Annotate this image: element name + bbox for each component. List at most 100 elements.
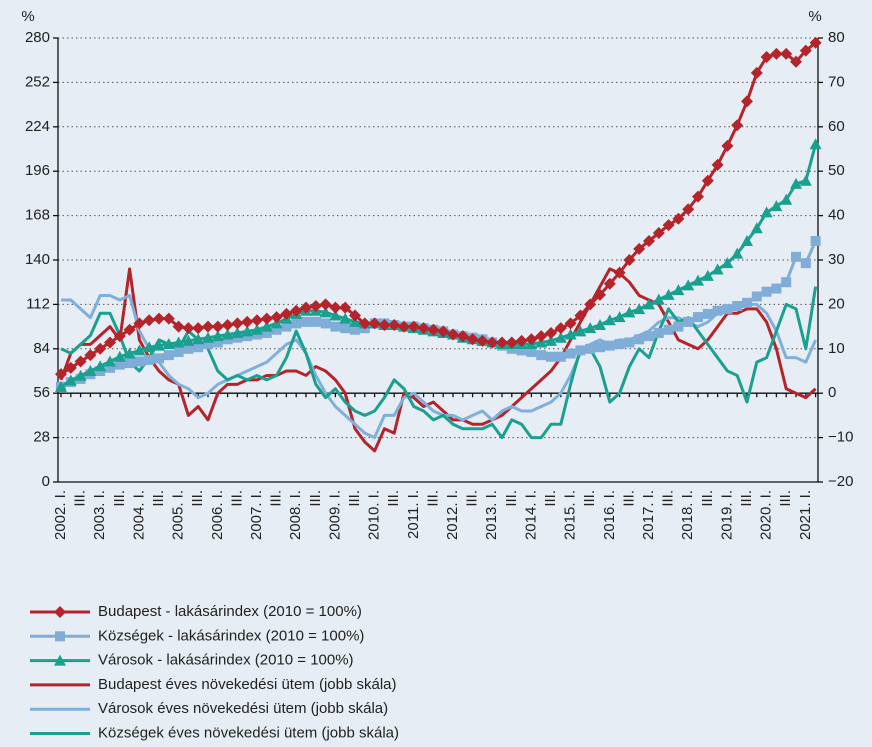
y-tick-label: 112 [26, 295, 50, 312]
square-marker [742, 297, 752, 308]
square-marker [595, 342, 605, 353]
diamond-marker [456, 330, 469, 343]
diamond-marker [270, 311, 283, 324]
triangle-marker [231, 326, 244, 338]
triangle-marker [701, 269, 714, 281]
diamond-marker [251, 314, 263, 327]
x-tick-label: 2002. I. [52, 490, 69, 540]
triangle-marker [74, 369, 87, 381]
x-tick-label: III. [738, 490, 755, 507]
x-tick-label: III. [72, 490, 89, 507]
diamond-marker [799, 44, 812, 57]
y2-tick-label: −10 [828, 429, 853, 446]
legend-label: Községek - lakásárindex (2010 = 100%) [98, 627, 364, 644]
y2-axis-label: % [808, 8, 821, 25]
square-marker [614, 339, 625, 350]
x-tick-label: 2011. I. [405, 490, 422, 539]
diamond-marker [682, 203, 695, 216]
x-tick-label: III. [268, 490, 285, 507]
triangle-marker [613, 311, 626, 323]
diamond-marker [133, 317, 146, 330]
diamond-marker [672, 212, 685, 225]
legend-label: Városok - lakásárindex (2010 = 100%) [98, 652, 354, 669]
diamond-marker [241, 315, 254, 328]
x-tick-label: III. [620, 490, 637, 507]
triangle-marker [799, 174, 812, 186]
triangle-marker [731, 247, 744, 259]
square-marker [712, 305, 723, 316]
x-tick-label: 2007. I. [248, 490, 265, 540]
square-marker [683, 316, 694, 327]
square-marker [281, 321, 292, 332]
diamond-marker [231, 317, 244, 330]
diamond-marker [554, 322, 567, 335]
square-marker [173, 346, 184, 357]
triangle-marker [104, 355, 116, 367]
square-marker [722, 304, 733, 315]
series-line [59, 267, 817, 453]
y2-tick-label: 10 [828, 340, 845, 357]
x-tick-label: III. [581, 490, 598, 507]
square-marker [800, 258, 811, 269]
square-marker [761, 286, 772, 297]
diamond-marker [388, 319, 401, 332]
y-tick-label: 0 [42, 473, 50, 490]
diamond-marker [584, 298, 597, 311]
square-marker [575, 345, 586, 356]
x-tick-label: III. [777, 490, 794, 507]
square-marker [644, 331, 654, 342]
square-marker [154, 353, 164, 364]
diamond-marker [407, 320, 420, 333]
diamond-marker [437, 325, 450, 338]
square-marker [105, 362, 115, 373]
triangle-marker [711, 263, 724, 275]
y-tick-label: 140 [25, 251, 50, 268]
triangle-marker [554, 331, 567, 343]
diamond-marker [466, 333, 479, 346]
diamond-marker [94, 342, 107, 355]
diamond-marker [113, 330, 126, 343]
y-tick-label: 168 [25, 207, 50, 224]
x-tick-label: III. [228, 490, 245, 507]
x-tick-label: 2003. I. [91, 490, 108, 540]
legend-label: Budapest éves növekedési ütem (jobb skál… [98, 676, 397, 693]
square-marker [771, 283, 782, 294]
triangle-marker [64, 374, 77, 386]
x-tick-label: III. [424, 490, 441, 507]
x-tick-label: 2006. I. [209, 490, 226, 540]
y2-tick-label: 70 [828, 73, 845, 90]
square-marker [516, 345, 527, 356]
diamond-marker [770, 47, 783, 60]
square-marker [212, 337, 223, 348]
diamond-marker [731, 119, 744, 132]
x-tick-label: 2015. I. [562, 490, 579, 540]
diamond-marker [221, 319, 234, 332]
diamond-marker [182, 322, 195, 335]
diamond-marker [64, 361, 77, 374]
diamond-marker [594, 288, 606, 301]
square-marker [732, 300, 743, 311]
triangle-marker [143, 341, 156, 353]
triangle-marker [192, 333, 205, 345]
triangle-marker [652, 293, 665, 305]
square-marker [301, 316, 311, 327]
x-tick-label: 2014. I. [522, 490, 539, 540]
diamond-marker [329, 301, 342, 314]
triangle-marker [809, 138, 822, 150]
x-tick-label: 2017. I. [640, 490, 657, 540]
y-tick-label: 280 [25, 29, 50, 46]
x-tick-label: III. [385, 490, 402, 507]
diamond-marker [603, 277, 616, 290]
triangle-marker [721, 257, 734, 269]
diamond-marker [750, 66, 763, 79]
x-tick-label: 2020. I. [758, 490, 775, 540]
square-marker [350, 324, 360, 335]
y-tick-label: 224 [25, 118, 50, 135]
triangle-marker [545, 334, 557, 346]
square-marker [624, 337, 635, 348]
x-tick-label: 2004. I. [130, 490, 147, 540]
square-marker [693, 312, 703, 323]
legend-label: Budapest - lakásárindex (2010 = 100%) [98, 603, 362, 620]
x-tick-label: 2021. I. [797, 490, 814, 540]
